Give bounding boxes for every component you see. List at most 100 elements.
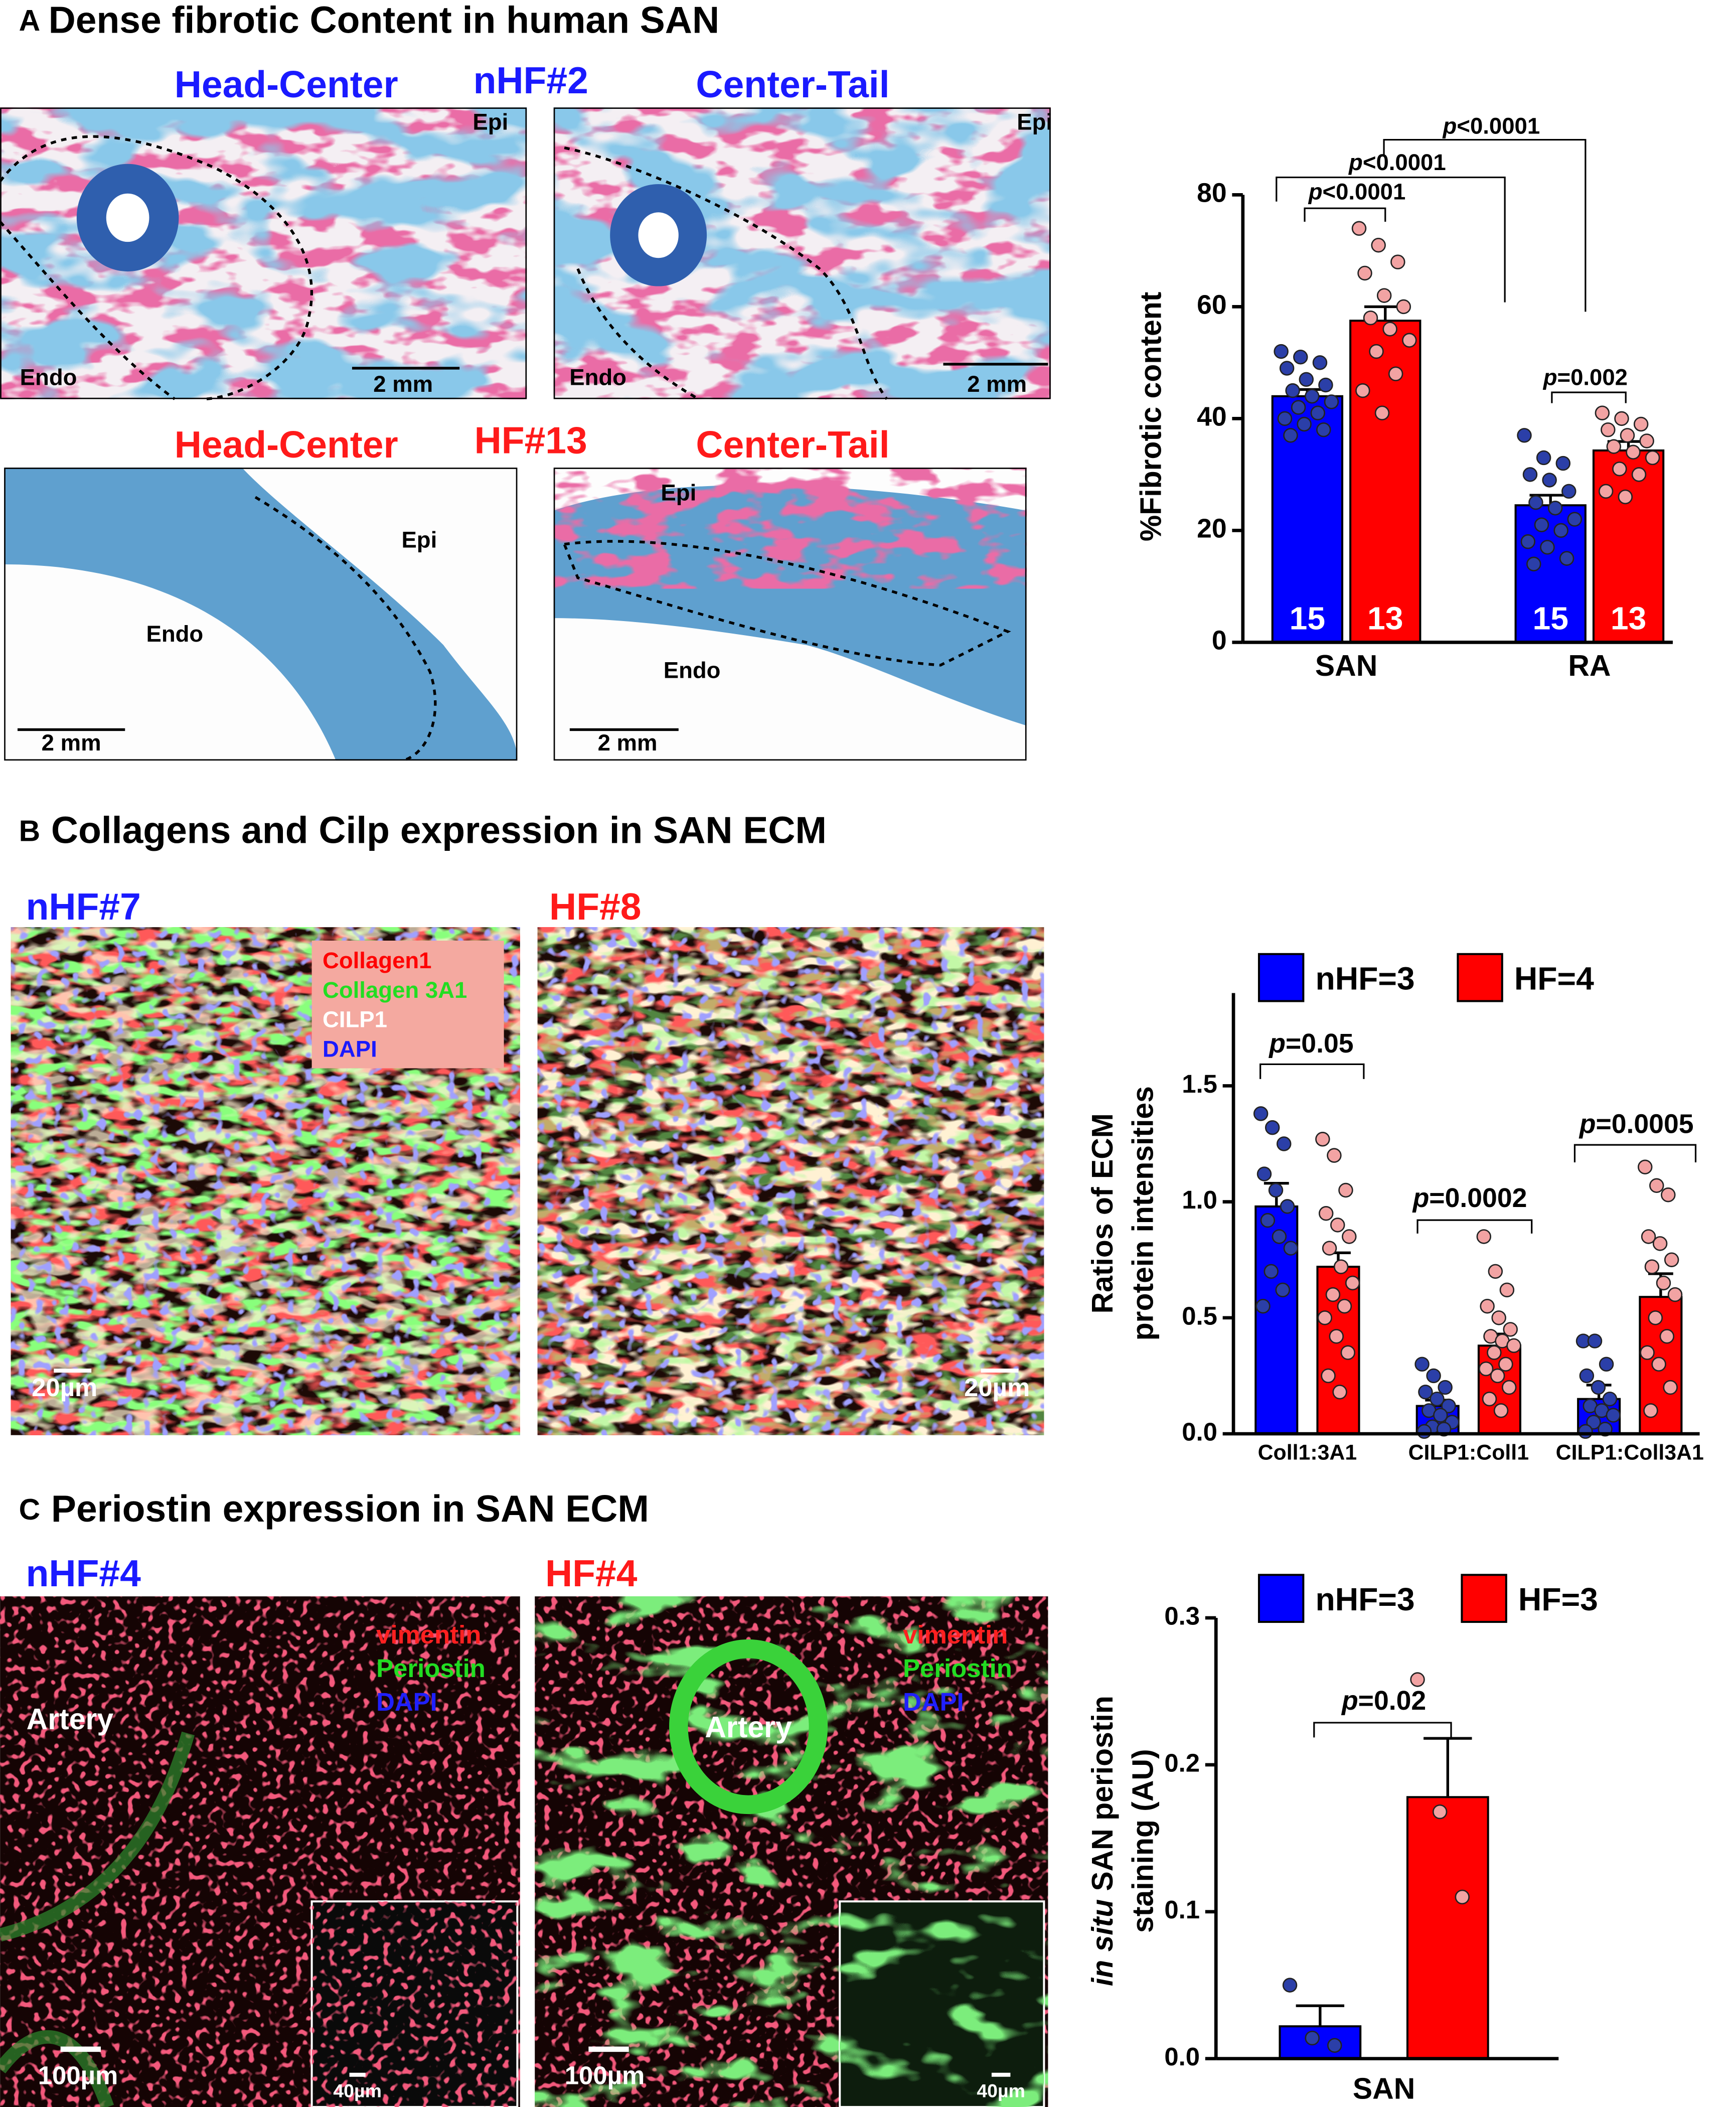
data-point [1559,551,1574,566]
p-value: p<0.0001 [1308,179,1406,205]
data-point [1260,1213,1276,1228]
data-point [1586,1415,1601,1430]
outline [562,540,1011,667]
data-point [1555,456,1571,471]
y-tick-label: 1.5 [1182,1070,1217,1098]
data-point [1620,428,1635,443]
x-tick-label: SAN [1315,650,1377,682]
data-point [1482,1391,1497,1407]
data-point [1357,265,1372,281]
image-heading: HF#4 [545,1552,638,1594]
image-label: Endo [569,364,626,390]
y-tick-label: 0.1 [1164,1895,1200,1924]
data-point [1502,1380,1517,1395]
image-texture [0,107,527,399]
scale-label: 20µm [32,1373,97,1402]
data-point [1587,1333,1603,1348]
data-point [1315,1132,1330,1147]
data-point [1441,1398,1456,1414]
data-point [1310,405,1326,420]
panel-title: Collagens and Cilp expression in SAN ECM [51,809,827,851]
y-axis-label-italic: in situ [1086,1899,1119,1986]
data-point [1639,433,1654,448]
stain-legend: Collagen1 [323,948,432,973]
tissue [0,1731,195,2107]
significance-bracket [1573,1144,1697,1162]
data-point [1595,405,1610,420]
data-point [1651,1357,1666,1372]
data-point [1612,461,1627,477]
data-point [1285,383,1300,398]
panel-letter: A [19,5,41,37]
data-point [1283,1241,1299,1256]
p-value: p=0.02 [1341,1686,1426,1716]
image-heading: HF#8 [549,885,641,928]
data-point [1614,411,1629,426]
data-point [1382,322,1397,337]
y-tick-label: 1.0 [1182,1185,1217,1214]
legend-swatch [1257,953,1305,1002]
n-label: 15 [1290,600,1325,636]
p-symbol: p [1412,1183,1430,1213]
image-border [4,468,518,761]
y-axis-label: %Fibrotic content [1135,292,1167,541]
data-point [1561,484,1576,499]
y-tick-label: 80 [1197,179,1227,208]
p-value: p=0.0002 [1412,1183,1527,1213]
data-point [1547,501,1563,516]
stain-legend: Collagen 3A1 [323,977,467,1003]
y-tick-label: 0.0 [1164,2042,1200,2071]
scale-label: 40µm [333,2080,382,2101]
image-border [553,107,1051,399]
data-point [1626,444,1641,460]
scale-label: 100µm [565,2061,645,2090]
error-bar [1424,1737,1472,1797]
data-point [1652,1236,1668,1251]
data-point [1499,1282,1515,1298]
data-point [1277,411,1293,426]
p-text: =0.05 [1286,1029,1354,1059]
data-point [1305,2030,1320,2046]
fluorescence-image [0,1596,520,2107]
image-heading: nHF#2 [474,59,588,101]
significance-bracket [1313,1722,1452,1738]
data-point [1322,1241,1337,1256]
data-point [1324,394,1339,409]
histology-image [0,107,527,401]
p-value: p=0.05 [1268,1029,1353,1059]
image-texture [553,468,1027,589]
data-point [1390,254,1405,269]
stain-legend: CILP1 [323,1007,387,1032]
data-point [1410,1672,1425,1687]
x-tick-label: SAN [1353,2072,1415,2105]
data-point [1282,1978,1298,1993]
data-point [1274,344,1289,359]
y-tick-label: 0.0 [1182,1417,1217,1446]
image-heading: nHF#4 [26,1552,141,1594]
legend-label: nHF=3 [1315,960,1414,996]
data-point [1388,366,1403,381]
data-point [1321,1368,1336,1384]
bar [1406,1796,1489,2060]
data-point [1363,310,1378,326]
data-point [1493,1403,1509,1418]
error-bar [1296,2004,1345,2027]
n-label: 13 [1611,600,1646,636]
bar [1279,2025,1362,2060]
data-point [1265,1120,1280,1135]
data-point [1567,512,1582,527]
data-point [1491,1310,1506,1325]
data-point [1522,467,1538,482]
data-point [1426,1368,1441,1384]
histology-image [553,107,1051,400]
data-point [1455,1889,1470,1905]
data-point [1553,523,1568,538]
data-point [1540,540,1555,555]
significance-bracket [1416,1219,1533,1234]
tissue [4,468,518,761]
legend-label: HF=3 [1518,1581,1598,1617]
data-point [1369,344,1384,359]
stain-legend-box [311,941,504,1069]
data-point [1645,450,1660,466]
